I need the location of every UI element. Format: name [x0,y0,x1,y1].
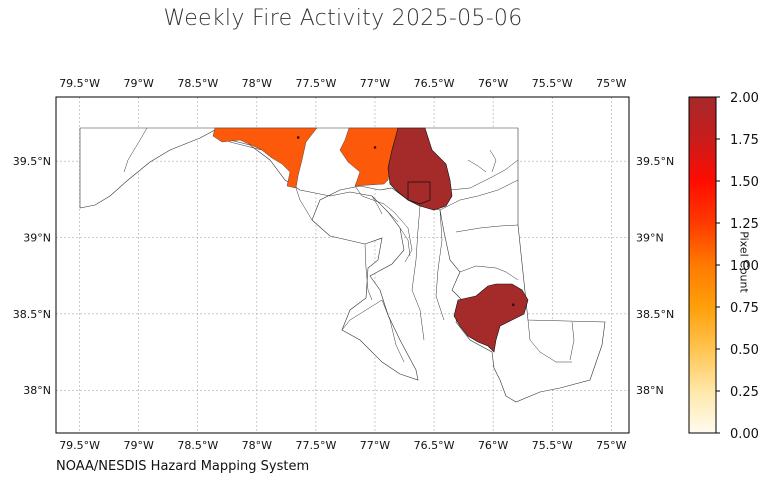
tick-label-lon-bottom: 79.5°W [59,439,100,452]
fire-county-western [212,127,318,189]
fire-point [296,136,300,139]
tick-label-lon-bottom: 79°W [124,439,154,452]
source-credit: NOAA/NESDIS Hazard Mapping System [56,459,310,474]
tick-label-lat-right: 39.5°N [636,155,674,168]
tick-label-lat-left: 39.5°N [13,155,51,168]
tick-label-lon-bottom: 78.5°W [177,439,218,452]
fire-county-baltimore [387,127,453,211]
colorbar-label: Pixel Count [737,231,751,293]
tick-label-lon-top: 76.5°W [414,77,455,90]
tick-label-lat-right: 39°N [636,232,664,245]
tick-label-lon-top: 75°W [596,77,626,90]
tick-label-lon-top: 79.5°W [59,77,100,90]
colorbar-tick-label: 2.00 [730,91,759,106]
tick-label-lat-left: 38°N [23,384,51,397]
tick-label-lat-right: 38°N [636,384,664,397]
colorbar-tick-label: 1.00 [730,259,759,274]
state-outline [79,127,606,403]
fire-point [511,303,515,307]
tick-label-lon-top: 77.5°W [295,77,336,90]
colorbar-ticks: 0.00 0.25 0.50 0.75 1.00 1.25 1.50 1.75 2.00 [716,91,759,442]
fire-county-eastern-shore [453,283,529,353]
tick-label-lat-left: 39°N [23,232,51,245]
tick-label-lon-bottom: 77°W [360,439,390,452]
colorbar-tick-label: 0.00 [730,427,759,442]
colorbar-tick-label: 0.75 [730,301,759,316]
colorbar-gradient [688,96,717,434]
tick-label-lon-bottom: 75°W [596,439,626,452]
tick-label-lat-left: 38.5°N [13,308,51,321]
tick-label-lon-bottom: 78°W [242,439,272,452]
tick-label-lat-right: 38.5°N [636,308,674,321]
colorbar-tick-label: 1.25 [730,217,759,232]
tick-label-lon-bottom: 76°W [478,439,508,452]
tick-label-lon-top: 75.5°W [532,77,573,90]
fire-point [373,146,377,149]
colorbar: 0.00 0.25 0.50 0.75 1.00 1.25 1.50 1.75 2.00 [688,91,759,442]
axis-tick-labels: 79.5°W 79.5°W 79°W 79°W 78.5°W 78.5°W 78°W 78°W… [13,77,674,452]
colorbar-tick-label: 1.75 [730,133,759,148]
tick-label-lon-top: 76°W [478,77,508,90]
baltimore-city-outline [407,181,431,205]
maryland-map [79,127,606,403]
colorbar-tick-label: 1.50 [730,175,759,190]
tick-label-lon-bottom: 77.5°W [295,439,336,452]
tick-label-lon-top: 78.5°W [177,77,218,90]
fire-points [296,136,515,307]
colorbar-tick-label: 0.25 [730,385,759,400]
map-title: Weekly Fire Activity 2025-05-06 [163,6,523,31]
colorbar-tick-label: 0.50 [730,343,759,358]
tick-label-lon-top: 77°W [360,77,390,90]
map-frame [55,96,630,434]
tick-label-lon-top: 78°W [242,77,272,90]
tick-label-lon-bottom: 76.5°W [414,439,455,452]
tick-label-lon-bottom: 75.5°W [532,439,573,452]
tick-label-lon-top: 79°W [124,77,154,90]
